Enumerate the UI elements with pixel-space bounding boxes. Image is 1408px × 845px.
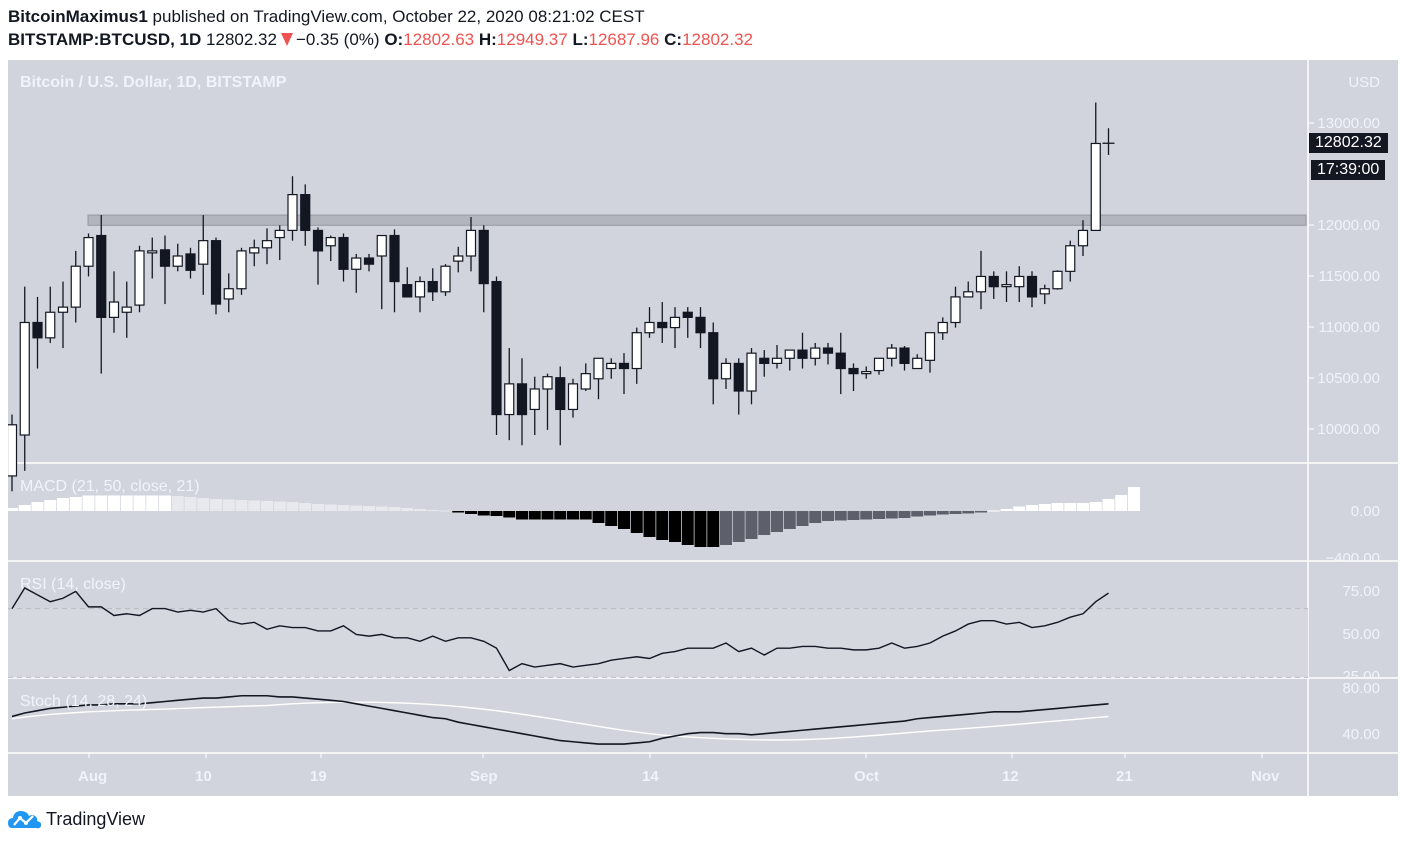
down-triangle-icon xyxy=(280,33,293,46)
high-label: H: xyxy=(478,30,497,49)
price-tick: 11500.00 xyxy=(1318,268,1380,285)
macd-tick: 0.00 xyxy=(1350,503,1380,520)
chart-frame[interactable]: Bitcoin / U.S. Dollar, 1D, BITSTAMP MACD… xyxy=(8,60,1398,796)
published-text: published on TradingView.com, October 22… xyxy=(152,7,645,26)
brand-name: TradingView xyxy=(46,808,146,829)
price-change: −0.35 (0%) xyxy=(295,30,380,49)
time-tick: Aug xyxy=(78,768,108,785)
open-value: 12802.63 xyxy=(403,30,475,49)
time-tick: 19 xyxy=(310,768,327,785)
close-value: 12802.32 xyxy=(682,30,753,49)
currency-label: USD xyxy=(1348,74,1380,91)
low-value: 12687.96 xyxy=(588,30,660,49)
high-value: 12949.37 xyxy=(496,30,568,49)
price-tick: 11000.00 xyxy=(1318,319,1380,336)
tradingview-cloud-icon xyxy=(8,811,42,829)
price-tick: 12000.00 xyxy=(1317,217,1380,234)
rsi-tick: 25.00 xyxy=(1342,668,1380,677)
price-tick: 10500.00 xyxy=(1317,370,1380,387)
time-tick: 10 xyxy=(195,768,212,785)
time-tick: 21 xyxy=(1116,768,1133,785)
stoch-legend: Stoch (14, 28, 24) xyxy=(20,693,148,710)
macd-legend: MACD (21, 50, close, 21) xyxy=(20,478,200,495)
stoch-tick: 80.00 xyxy=(1342,680,1380,697)
author-name[interactable]: BitcoinMaximus1 xyxy=(8,7,148,26)
time-tick: 14 xyxy=(642,768,659,785)
low-label: L: xyxy=(572,30,589,49)
symbol-name: BITSTAMP:BTCUSD, 1D xyxy=(8,30,202,49)
time-tick: Oct xyxy=(854,768,880,785)
tradingview-logo[interactable]: TradingView xyxy=(8,808,145,830)
stoch-tick: 40.00 xyxy=(1342,726,1380,743)
countdown-badge: 17:39:00 xyxy=(1311,160,1386,180)
chart-canvas[interactable] xyxy=(8,60,1398,796)
price-tick: 10000.00 xyxy=(1317,421,1380,438)
close-label: C: xyxy=(664,30,683,49)
rsi-tick: 75.00 xyxy=(1342,583,1380,600)
symbol-header: BITSTAMP:BTCUSD, 1D 12802.32 −0.35 (0%) O… xyxy=(8,30,753,50)
chart-title: Bitcoin / U.S. Dollar, 1D, BITSTAMP xyxy=(20,74,287,91)
last-price-badge: 12802.32 xyxy=(1309,133,1388,153)
time-tick: Sep xyxy=(470,768,498,785)
rsi-tick: 50.00 xyxy=(1342,626,1380,643)
publish-header: BitcoinMaximus1 published on TradingView… xyxy=(8,7,645,27)
macd-tick: −400.00 xyxy=(1325,550,1380,562)
open-label: O: xyxy=(384,30,404,49)
time-tick: Nov xyxy=(1251,768,1280,785)
time-tick: 12 xyxy=(1002,768,1019,785)
price-tick: 13000.00 xyxy=(1317,115,1380,132)
last-price: 12802.32 xyxy=(206,30,277,49)
rsi-legend: RSI (14, close) xyxy=(20,576,126,593)
